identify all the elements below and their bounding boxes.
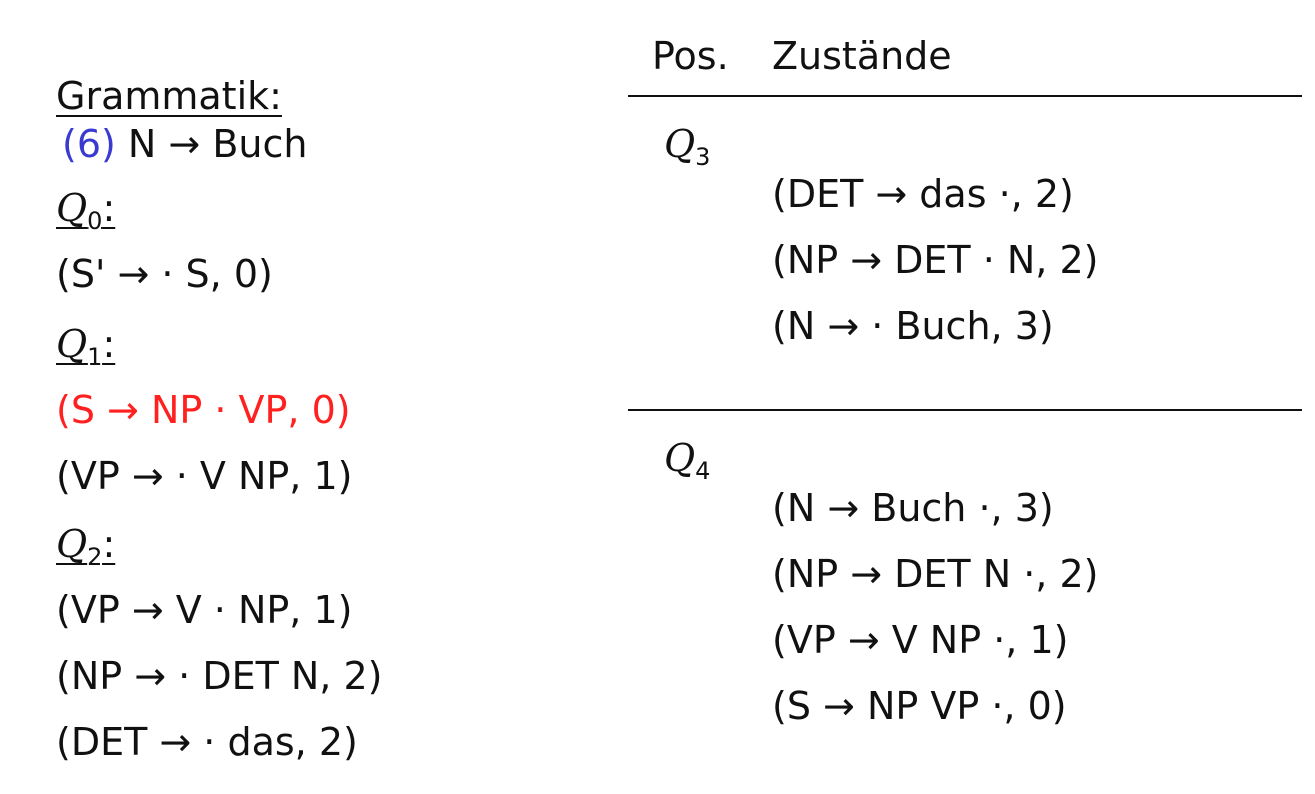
- q2-item-2: (DET → · das, 2): [56, 720, 358, 764]
- q1-subscript: 1: [87, 343, 103, 371]
- table-header-divider: [628, 95, 1302, 97]
- table-row-divider: [628, 409, 1302, 411]
- q3-item-0: (DET → das ·, 2): [772, 172, 1074, 216]
- row-label-q4: Q4: [664, 434, 710, 495]
- q2-subscript: 2: [87, 543, 103, 571]
- q1-item-0-highlighted: (S → NP · VP, 0): [56, 388, 351, 432]
- q0-letter: Q: [56, 186, 88, 230]
- q1-item-1: (VP → · V NP, 1): [56, 454, 353, 498]
- q2-item-1: (NP → · DET N, 2): [56, 654, 383, 698]
- header-pos: Pos.: [652, 34, 729, 78]
- section-label-q0: Q0:: [56, 186, 116, 235]
- grammar-heading-text: Grammatik:: [56, 74, 282, 118]
- q3-item-2: (N → · Buch, 3): [772, 304, 1054, 348]
- q2-item-0: (VP → V · NP, 1): [56, 588, 353, 632]
- q2-letter: Q: [56, 522, 88, 566]
- q3-item-1: (NP → DET · N, 2): [772, 238, 1099, 282]
- q3-letter: Q: [664, 122, 696, 166]
- header-states: Zustände: [772, 34, 952, 78]
- q4-subscript: 4: [695, 457, 711, 485]
- q4-item-3: (S → NP VP ·, 0): [772, 684, 1067, 728]
- section-label-q2: Q2:: [56, 522, 116, 571]
- q4-item-1: (NP → DET N ·, 2): [772, 552, 1099, 596]
- grammar-heading: Grammatik:: [56, 72, 282, 120]
- q1-letter: Q: [56, 322, 88, 366]
- rule-text: N → Buch: [127, 122, 308, 166]
- row-label-q3: Q3: [664, 120, 710, 181]
- q4-item-2: (VP → V NP ·, 1): [772, 618, 1069, 662]
- q4-letter: Q: [664, 436, 696, 480]
- grammar-rule: (6) N → Buch: [62, 120, 307, 168]
- q4-item-0: (N → Buch ·, 3): [772, 486, 1054, 530]
- q0-subscript: 0: [87, 207, 103, 235]
- rule-number: (6): [62, 122, 116, 166]
- q3-subscript: 3: [695, 143, 711, 171]
- q0-item-0: (S' → · S, 0): [56, 252, 273, 296]
- section-label-q1: Q1:: [56, 322, 116, 371]
